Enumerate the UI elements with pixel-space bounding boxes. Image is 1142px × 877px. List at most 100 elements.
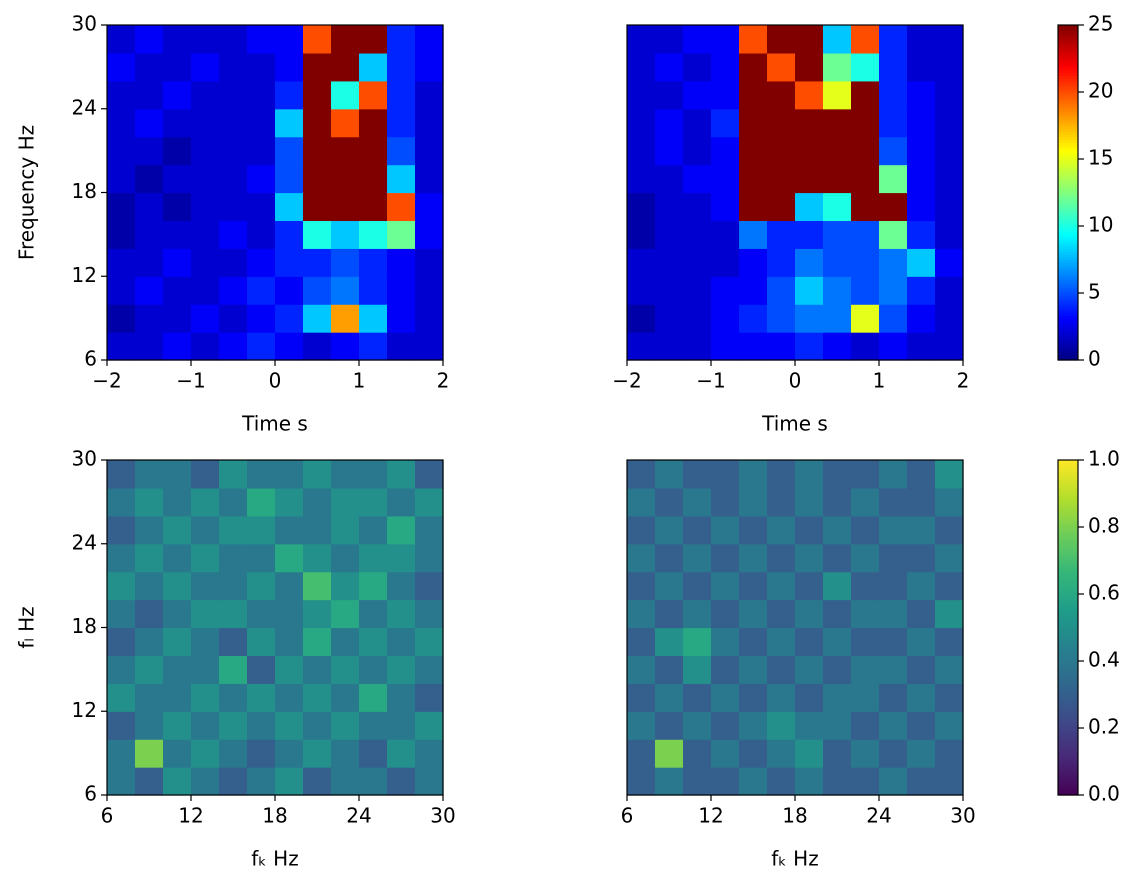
heatmap-cell [107,683,136,712]
heatmap-cell [655,304,684,333]
heatmap-cell [935,543,964,573]
colorbar-gradient [1058,178,1078,182]
heatmap-cell [219,304,248,333]
heatmap-cell [935,220,964,249]
heatmap-cell [711,711,740,740]
heatmap-cell [107,543,136,573]
heatmap-cell [275,543,304,573]
heatmap-cell [191,599,220,629]
heatmap-cell [275,136,304,166]
heatmap-cell [387,136,416,166]
colorbar-gradient [1058,504,1078,509]
heatmap-cell [767,332,796,361]
heatmap-cell [247,332,276,361]
colorbar-gradient [1058,251,1078,255]
heatmap-cell [739,515,768,545]
colorbar-gradient [1058,596,1078,601]
heatmap-cell [627,515,656,545]
heatmap-cell [683,739,712,768]
colorbar-gradient [1058,566,1078,570]
heatmap-cell [627,304,656,333]
colorbar-tick-label: 20 [1088,79,1113,103]
heatmap-cell [879,599,908,629]
colorbar-gradient [1058,546,1078,550]
colorbar-gradient [1058,501,1078,506]
heatmap-cell [247,220,276,249]
heatmap-cell [191,571,220,601]
colorbar-gradient [1058,521,1078,525]
colorbar-gradient [1058,783,1078,788]
heatmap-cell [795,515,824,545]
heatmap-cell [107,332,136,361]
colorbar-gradient [1058,223,1078,227]
colorbar-gradient [1058,772,1078,777]
colorbar-gradient [1058,64,1078,68]
heatmap-cell [823,627,852,657]
heatmap-cell [415,767,444,796]
heatmap-cell [935,304,964,333]
colorbar-tick-label: 0.8 [1088,514,1120,538]
heatmap-cell [795,108,824,138]
heatmap-cell [303,627,332,657]
y-tick-label: 24 [72,95,97,119]
colorbar-gradient [1058,476,1078,481]
heatmap-cell [331,276,360,305]
heatmap-cell [303,332,332,361]
heatmap-cell [739,80,768,110]
heatmap-cell [907,108,936,138]
colorbar-gradient [1058,72,1078,76]
heatmap-cell [219,25,248,54]
heatmap-cell [907,136,936,166]
heatmap-cell [907,164,936,194]
heatmap-cell [879,25,908,54]
heatmap-cell [711,108,740,138]
heatmap-cell [387,487,416,517]
heatmap-cell [739,655,768,684]
heatmap-cell [711,192,740,222]
colorbar-gradient [1058,479,1078,483]
colorbar-gradient [1058,69,1078,74]
colorbar-gradient [1058,674,1078,679]
colorbar-gradient [1058,708,1078,712]
colorbar-gradient [1058,649,1078,654]
heatmap-cell [247,108,276,138]
heatmap-cell [851,515,880,545]
heatmap-cell [739,599,768,629]
y-tick-label: 30 [72,447,97,471]
colorbar-gradient [1058,621,1078,626]
heatmap-cell [303,248,332,277]
heatmap-cell [247,515,276,545]
colorbar-gradient [1058,482,1078,486]
heatmap-cell [303,192,332,222]
colorbar-gradient [1058,719,1078,724]
heatmap-cell [907,276,936,305]
heatmap-cell [191,136,220,166]
colorbar-gradient [1058,588,1078,592]
colorbar-gradient [1058,568,1078,573]
heatmap-cell [191,304,220,333]
heatmap-cell [627,52,656,82]
colorbar-gradient [1058,473,1078,478]
heatmap-cell [359,25,388,54]
heatmap-cell [739,136,768,166]
colorbar-gradient [1058,192,1078,196]
heatmap-cell [247,599,276,629]
x-tick-label: 0 [269,369,282,393]
heatmap-cell [275,655,304,684]
x-tick-label: −2 [612,369,641,393]
heatmap-cell [907,515,936,545]
heatmap-cell [247,655,276,684]
heatmap-cell [219,683,248,712]
heatmap-cell [683,767,712,796]
heatmap-cell [879,276,908,305]
colorbar-gradient [1058,683,1078,687]
colorbar-gradient [1058,78,1078,82]
heatmap-cell [655,655,684,684]
heatmap-cell [191,683,220,712]
colorbar-gradient [1058,186,1078,191]
heatmap-cell [907,739,936,768]
colorbar-gradient [1058,38,1078,43]
heatmap-cell [655,767,684,796]
heatmap-cell [359,627,388,657]
colorbar-gradient [1058,582,1078,587]
